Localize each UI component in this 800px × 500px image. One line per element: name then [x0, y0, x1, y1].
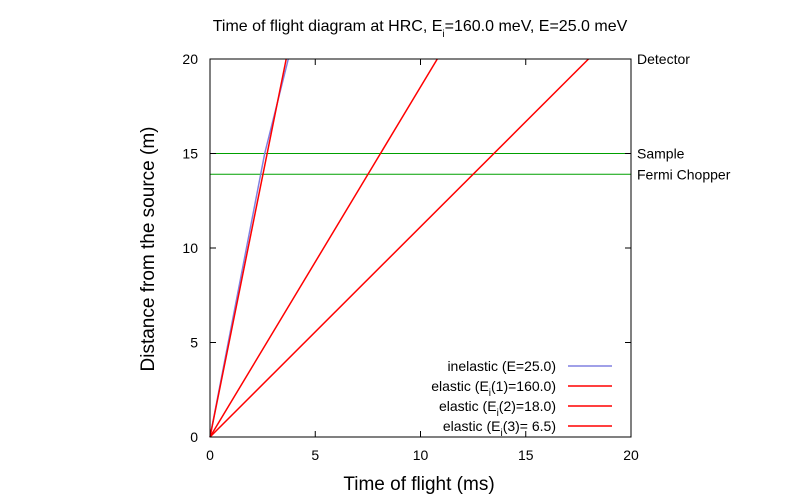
chart-title: Time of flight diagram at HRC, Ei=160.0 …	[213, 18, 628, 40]
legend-label-3: elastic (Ei(3)= 6.5)	[443, 418, 556, 439]
y-tick-label-2: 10	[182, 240, 198, 256]
legend-label-1: elastic (Ei(1)=160.0)	[431, 378, 556, 399]
chart-title-sub: i	[442, 29, 444, 40]
chart-title-rest: =160.0 meV, E=25.0 meV	[445, 18, 628, 35]
x-tick-label-4: 20	[623, 447, 639, 463]
legend-label-0: inelastic (E=25.0)	[447, 358, 556, 374]
plot-frame	[209, 58, 632, 438]
series-line-3	[209, 58, 590, 438]
y-axis-label: Distance from the source (m)	[138, 127, 159, 372]
y-tick-label-3: 15	[182, 146, 198, 162]
x-tick-label-1: 5	[311, 447, 319, 463]
y-tick-label-0: 0	[190, 429, 198, 445]
legend-label-2: elastic (Ei(2)=18.0)	[439, 398, 556, 419]
x-tick-label-0: 0	[206, 447, 214, 463]
x-tick-label-3: 15	[518, 447, 534, 463]
y-tick-label-4: 20	[182, 51, 198, 67]
x-axis-label: Time of flight (ms)	[343, 474, 494, 495]
series-line-1	[209, 58, 287, 438]
x-tick-label-2: 10	[413, 447, 429, 463]
hline-label-0: Sample	[637, 146, 685, 162]
y-tick-label-1: 5	[190, 335, 198, 351]
chart-title-main: Time of flight diagram at HRC, E	[213, 18, 443, 35]
hline-label-1: Fermi Chopper	[637, 166, 731, 182]
series-line-2	[209, 58, 438, 438]
right-label-0: Detector	[637, 51, 690, 67]
